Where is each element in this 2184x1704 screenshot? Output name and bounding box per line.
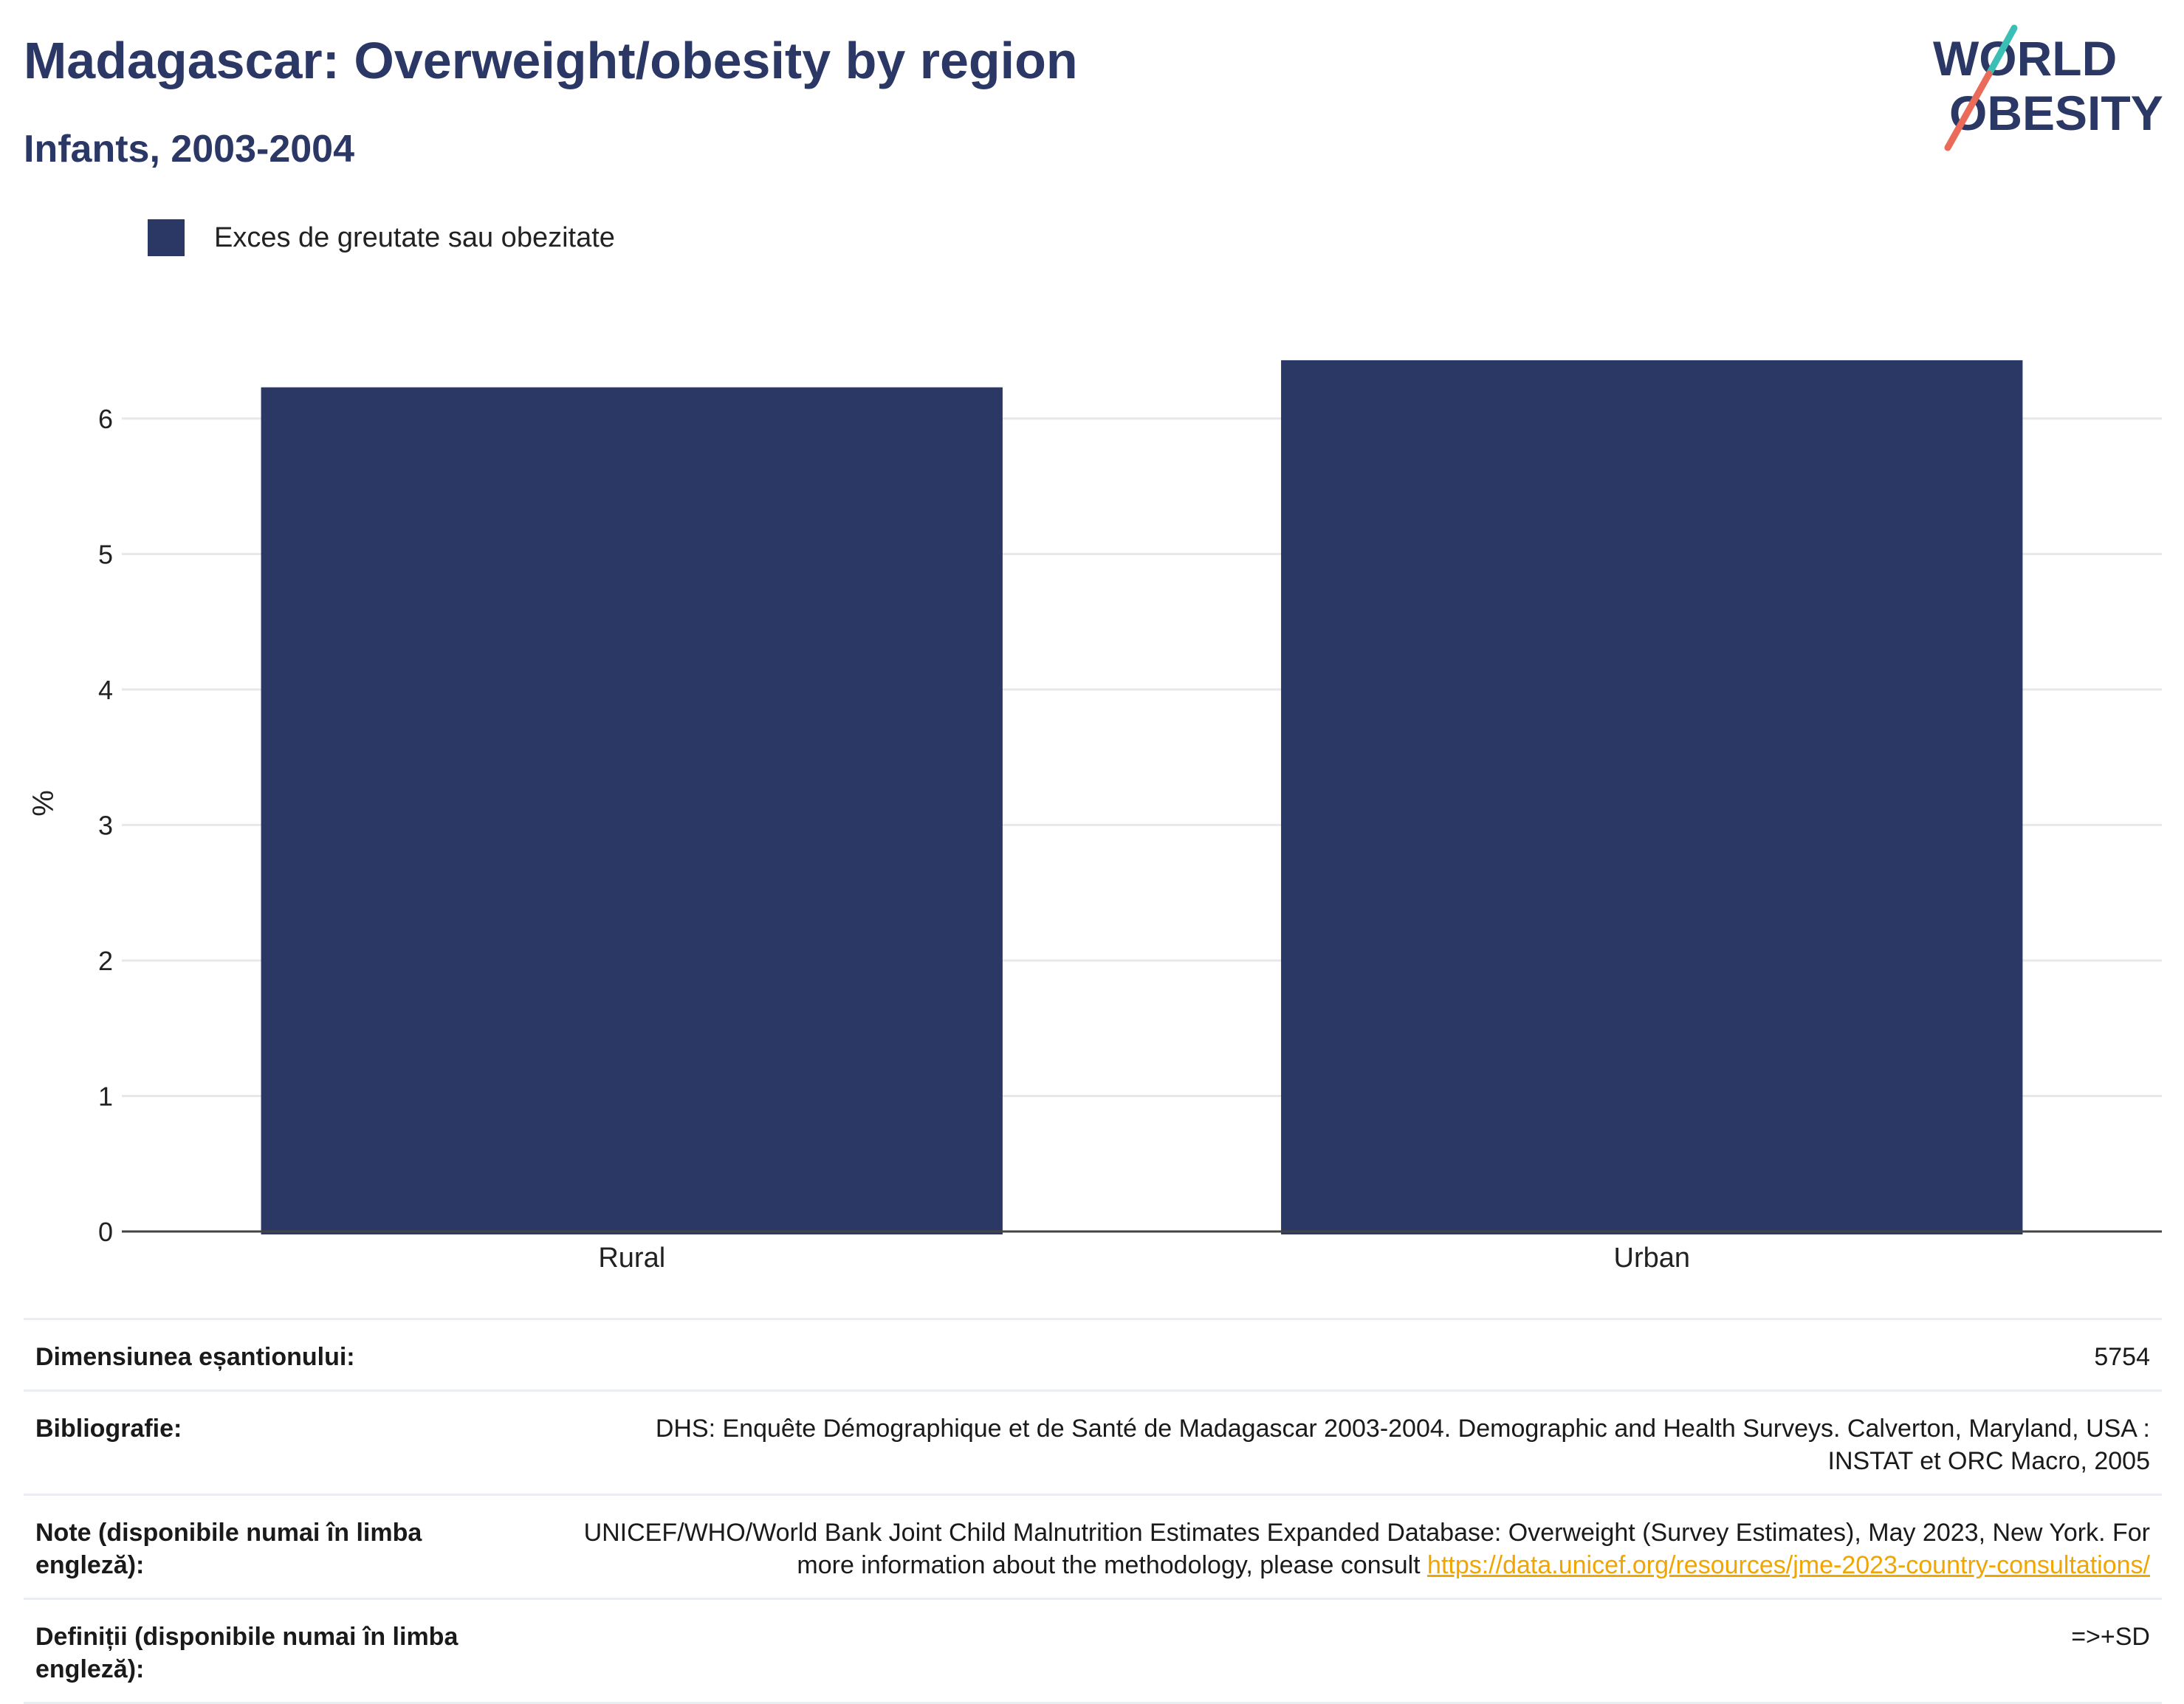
chart-subtitle: Infants, 2003-2004	[24, 128, 355, 171]
chart-title: Madagascar: Overweight/obesity by region	[24, 32, 1078, 89]
y-axis-label: %	[27, 790, 60, 817]
bar-chart: 0 1 2 3 4 5 6 Rural Urban%	[27, 360, 2162, 1274]
logo-line1: WORLD	[1933, 31, 2117, 86]
y-tick-label: 5	[98, 539, 113, 569]
info-table: Dimensiunea eșantionului: 5754 Bibliogra…	[24, 1318, 2162, 1704]
table-row: Dimensiunea eșantionului: 5754	[24, 1318, 2162, 1389]
row-value-notes: UNICEF/WHO/World Bank Joint Child Malnut…	[570, 1516, 2150, 1581]
legend-label: Exces de greutate sau obezitate	[214, 221, 615, 253]
row-key-sample-size: Dimensiunea eșantionului:	[35, 1343, 355, 1371]
table-row: Note (disponibile numai în limba engleză…	[24, 1494, 2162, 1598]
notes-text: UNICEF/WHO/World Bank Joint Child Malnut…	[583, 1519, 2150, 1579]
bar-rural	[261, 387, 1003, 1234]
row-key-definitions: Definiții (disponibile numai în limba en…	[35, 1623, 459, 1683]
table-row: Bibliografie: DHS: Enquête Démographique…	[24, 1389, 2162, 1494]
x-tick-label: Rural	[598, 1243, 665, 1274]
world-obesity-logo: WORLD OBESITY	[1933, 24, 2163, 151]
y-tick-label: 1	[98, 1081, 113, 1111]
legend[interactable]: Exces de greutate sau obezitate	[148, 219, 615, 257]
y-tick-label: 4	[98, 675, 113, 705]
row-value-sample-size: 5754	[2094, 1343, 2150, 1371]
row-value-bibliography: DHS: Enquête Démographique et de Santé d…	[655, 1415, 2150, 1475]
y-tick-label: 2	[98, 946, 113, 976]
logo-line2: OBESITY	[1949, 86, 2163, 140]
notes-link[interactable]: https://data.unicef.org/resources/jme-20…	[1427, 1551, 2150, 1579]
y-tick-label: 6	[98, 404, 113, 434]
x-tick-label: Urban	[1614, 1243, 1691, 1274]
table-row: Definiții (disponibile numai în limba en…	[24, 1598, 2162, 1704]
y-tick-label: 0	[98, 1217, 113, 1247]
legend-swatch	[148, 219, 185, 256]
row-key-notes: Note (disponibile numai în limba engleză…	[35, 1519, 422, 1579]
bar-urban	[1281, 360, 2023, 1234]
y-tick-label: 3	[98, 810, 113, 840]
row-key-bibliography: Bibliografie:	[35, 1415, 182, 1443]
row-value-definitions: =>+SD	[2071, 1623, 2150, 1651]
